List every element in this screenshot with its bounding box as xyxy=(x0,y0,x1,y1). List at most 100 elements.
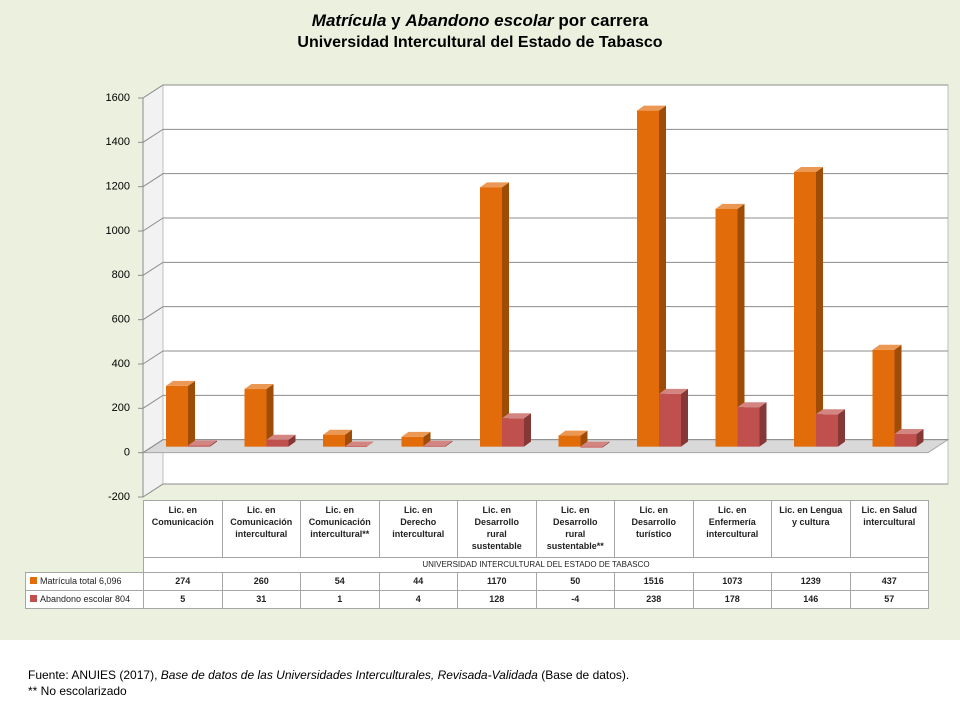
category-label: Lic. en Comunicación xyxy=(143,500,223,558)
y-tick-label: 1200 xyxy=(106,181,130,193)
source-text: Fuente: ANUIES (2017), xyxy=(28,668,158,682)
bar-side xyxy=(759,402,767,447)
grid-line xyxy=(142,261,948,276)
title-part: Abandono escolar xyxy=(404,11,555,30)
bar-top xyxy=(872,344,902,350)
category-label: Lic. en Desarrollo rural sustentable** xyxy=(535,500,615,558)
value-label: 4 xyxy=(378,590,458,609)
bar-side xyxy=(288,434,296,447)
value-label: -4 xyxy=(535,590,615,609)
bar-side xyxy=(524,413,531,447)
value-label: 274 xyxy=(143,572,223,591)
bar-side xyxy=(445,440,453,447)
bar xyxy=(188,445,210,447)
bar-top xyxy=(659,388,688,394)
grid-line xyxy=(142,350,948,365)
bar-side xyxy=(894,344,902,447)
bar xyxy=(894,434,917,447)
value-label: 178 xyxy=(692,590,772,609)
y-tick-label: 800 xyxy=(112,269,130,281)
value-label: 50 xyxy=(535,572,615,591)
bar xyxy=(502,418,524,447)
bar-side xyxy=(681,388,688,447)
y-tick-label: 200 xyxy=(112,402,130,414)
value-label: 54 xyxy=(300,572,380,591)
bar-top xyxy=(480,182,509,188)
source-text: (Base de datos). xyxy=(541,668,630,682)
bar-side xyxy=(188,380,195,447)
bar xyxy=(659,393,681,447)
bar-top xyxy=(637,105,666,111)
bar-side xyxy=(345,429,352,447)
legend-label: Abandono escolar 804 xyxy=(40,594,131,604)
source-text: Base de datos de las Universidades Inter… xyxy=(160,668,538,682)
bar xyxy=(558,435,581,447)
bar-side xyxy=(423,431,431,447)
grid-line xyxy=(142,306,948,321)
y-tick-label: -200 xyxy=(108,491,130,503)
grid-line xyxy=(142,128,948,143)
legend-entry: Abandono escolar 804 xyxy=(25,590,144,609)
bar-side xyxy=(580,430,588,447)
y-tick-label: 1000 xyxy=(106,225,130,237)
value-label: 1239 xyxy=(771,572,851,591)
note: ** No escolarizado xyxy=(28,684,127,698)
y-tick-label: 1600 xyxy=(106,92,130,104)
bar-top xyxy=(580,441,610,447)
value-label: 1073 xyxy=(692,572,772,591)
category-label: Lic. en Lengua y cultura xyxy=(771,500,851,558)
bar-top xyxy=(737,402,767,408)
bar-side xyxy=(210,440,217,447)
category-label: Lic. en Desarrollo turístico xyxy=(614,500,694,558)
bar-top xyxy=(266,434,296,440)
bar-side xyxy=(659,105,666,447)
bar-top xyxy=(244,384,274,390)
bar-side xyxy=(838,409,845,447)
bar xyxy=(266,439,289,447)
grid-line xyxy=(142,173,948,188)
category-label: Lic. en Comunicación intercultural** xyxy=(300,500,380,558)
category-label: Lic. en Salud intercultural xyxy=(849,500,929,558)
title-part: y xyxy=(391,11,401,30)
bar xyxy=(480,187,502,447)
bar xyxy=(637,110,659,447)
bar xyxy=(580,446,603,448)
legend-swatch xyxy=(30,577,37,584)
legend-swatch xyxy=(30,595,37,602)
value-label: 128 xyxy=(457,590,537,609)
bar xyxy=(423,445,446,447)
bar-top xyxy=(558,430,588,436)
bar-top xyxy=(502,413,531,419)
bar-side xyxy=(816,167,823,447)
legend-label: Matrícula total 6,096 xyxy=(40,576,122,586)
y-tick-label: 0 xyxy=(124,447,130,459)
legend-entry: Matrícula total 6,096 xyxy=(25,572,144,591)
bar-side xyxy=(602,441,610,448)
title-part: por carrera xyxy=(558,11,648,30)
category-label: Lic. en Comunicación intercultural xyxy=(221,500,301,558)
bar-top xyxy=(715,203,745,209)
value-label: 31 xyxy=(221,590,301,609)
y-tick-label: 1400 xyxy=(106,136,130,148)
bar-side xyxy=(916,429,924,447)
chart-subtitle: Universidad Intercultural del Estado de … xyxy=(297,34,662,51)
value-label: 238 xyxy=(614,590,694,609)
source: Fuente: ANUIES (2017), Base de datos de … xyxy=(28,668,629,682)
bar-top xyxy=(423,440,453,446)
category-label: Lic. en Enfermería intercultural xyxy=(692,500,772,558)
value-label: 260 xyxy=(221,572,301,591)
grid-line xyxy=(142,217,948,232)
value-label: 1516 xyxy=(614,572,694,591)
chart-title: Matrícula y Abandono escolar por carrera xyxy=(312,11,649,30)
value-label: 44 xyxy=(378,572,458,591)
bar xyxy=(794,172,816,447)
grid-line xyxy=(142,84,948,99)
bar xyxy=(166,385,188,447)
bar xyxy=(323,434,345,447)
bar-side xyxy=(737,203,745,447)
bar-top xyxy=(323,429,352,435)
category-label: Lic. en Derecho intercultural xyxy=(378,500,458,558)
value-label: 1 xyxy=(300,590,380,609)
y-tick-label: 400 xyxy=(112,358,130,370)
